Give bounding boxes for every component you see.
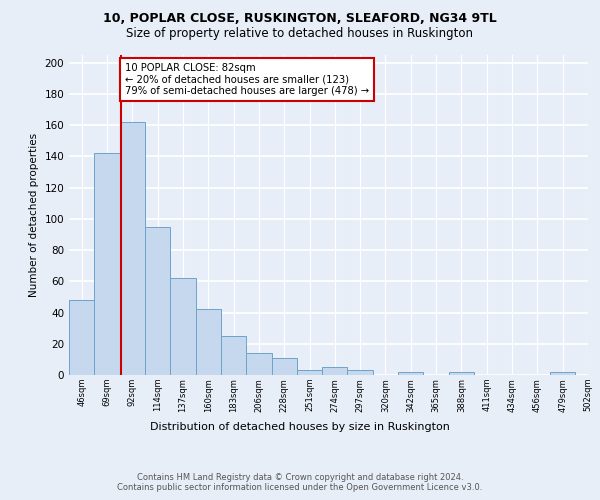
Bar <box>196 310 221 375</box>
Bar <box>69 300 94 375</box>
Bar <box>272 358 297 375</box>
Text: Distribution of detached houses by size in Ruskington: Distribution of detached houses by size … <box>150 422 450 432</box>
Bar <box>550 372 575 375</box>
Bar <box>398 372 424 375</box>
Bar <box>170 278 196 375</box>
Text: 10, POPLAR CLOSE, RUSKINGTON, SLEAFORD, NG34 9TL: 10, POPLAR CLOSE, RUSKINGTON, SLEAFORD, … <box>103 12 497 26</box>
Bar <box>119 122 145 375</box>
Bar <box>145 226 170 375</box>
Text: 10 POPLAR CLOSE: 82sqm
← 20% of detached houses are smaller (123)
79% of semi-de: 10 POPLAR CLOSE: 82sqm ← 20% of detached… <box>125 63 370 96</box>
Bar <box>94 154 119 375</box>
Bar <box>449 372 474 375</box>
Bar <box>347 370 373 375</box>
Bar <box>297 370 322 375</box>
Bar <box>221 336 246 375</box>
Text: Size of property relative to detached houses in Ruskington: Size of property relative to detached ho… <box>127 28 473 40</box>
Y-axis label: Number of detached properties: Number of detached properties <box>29 133 39 297</box>
Bar <box>246 353 272 375</box>
Text: Contains HM Land Registry data © Crown copyright and database right 2024.
Contai: Contains HM Land Registry data © Crown c… <box>118 472 482 492</box>
Bar <box>322 367 347 375</box>
